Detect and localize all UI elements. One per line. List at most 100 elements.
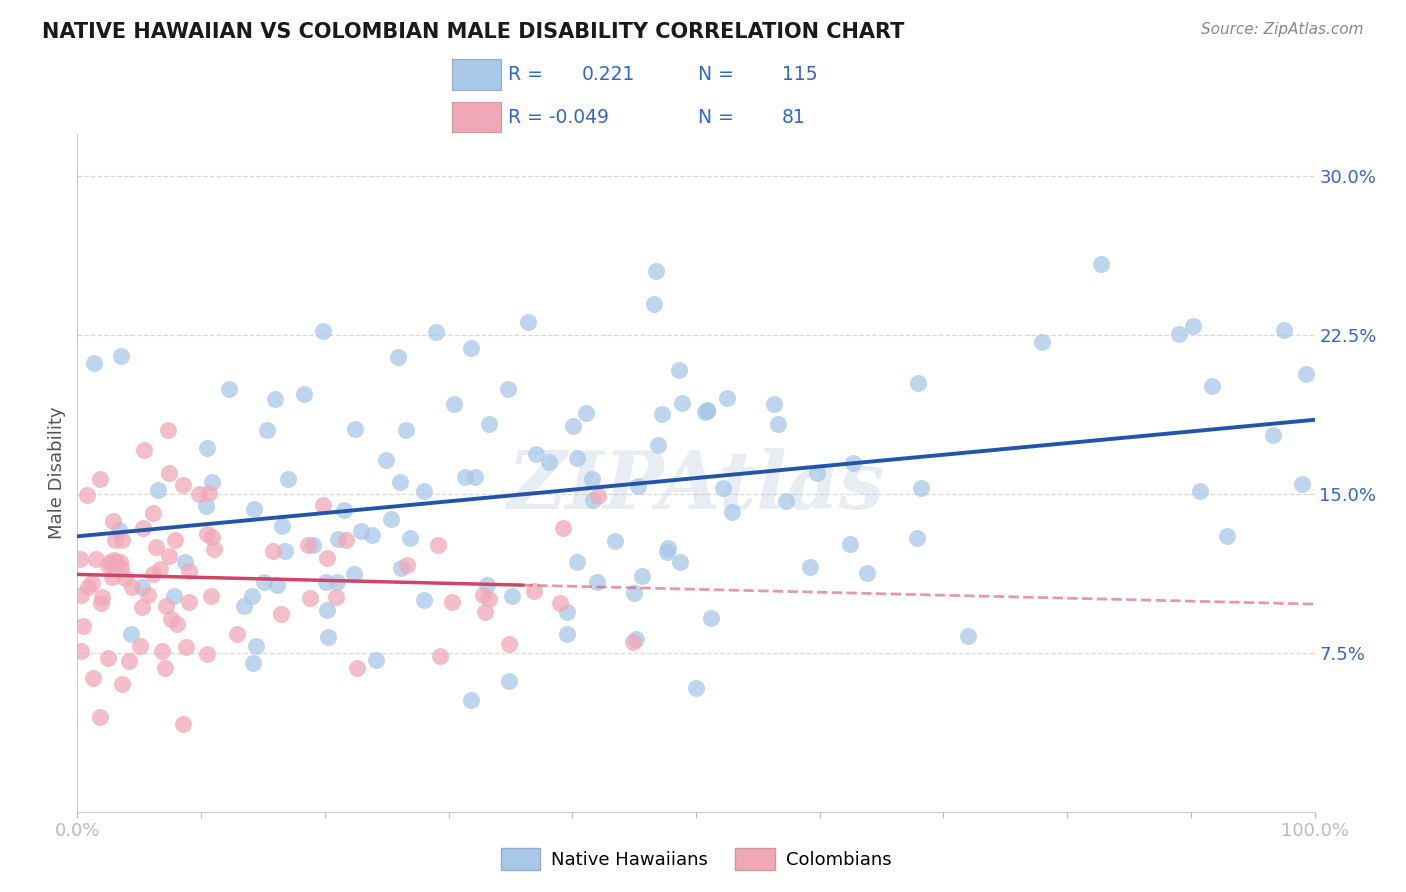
Point: [218, 382, 240, 396]
Point: [195, 647, 218, 661]
Point: [623, 586, 645, 600]
Point: [103, 553, 125, 567]
Point: [346, 661, 368, 675]
Point: [266, 578, 288, 592]
Point: [671, 396, 693, 410]
Point: [412, 483, 434, 498]
Point: [627, 479, 650, 493]
Point: [657, 541, 679, 556]
Point: [326, 532, 349, 546]
Point: [103, 514, 125, 528]
Point: [243, 502, 266, 516]
Point: [443, 397, 465, 411]
Point: [98, 555, 121, 569]
Point: [839, 537, 862, 551]
Point: [157, 549, 180, 563]
Point: [232, 599, 254, 614]
Point: [696, 402, 718, 417]
Point: [128, 639, 150, 653]
Point: [83, 356, 105, 370]
Point: [225, 627, 247, 641]
Point: [561, 419, 583, 434]
Point: [799, 560, 821, 574]
Point: [326, 574, 349, 589]
Legend: Native Hawaiians, Colombians: Native Hawaiians, Colombians: [501, 848, 891, 871]
Point: [166, 617, 188, 632]
Point: [70, 644, 93, 658]
Point: [90, 596, 112, 610]
Point: [523, 583, 546, 598]
Point: [1090, 257, 1112, 271]
Point: [256, 424, 278, 438]
Point: [156, 423, 179, 437]
Y-axis label: Male Disability: Male Disability: [48, 407, 66, 539]
Point: [108, 554, 131, 568]
Point: [333, 503, 356, 517]
Point: [311, 498, 333, 512]
Point: [172, 478, 194, 492]
Point: [97, 558, 120, 572]
Point: [195, 526, 218, 541]
Text: R =: R =: [508, 65, 543, 84]
Point: [271, 518, 294, 533]
Point: [624, 632, 647, 646]
Point: [524, 447, 547, 461]
Point: [685, 681, 707, 695]
Point: [550, 596, 572, 610]
Point: [575, 406, 598, 420]
Point: [395, 558, 418, 572]
Point: [1201, 379, 1223, 393]
Point: [586, 575, 609, 590]
Point: [157, 467, 180, 481]
Point: [110, 561, 132, 575]
Point: [163, 589, 186, 603]
Point: [315, 550, 337, 565]
Point: [472, 588, 495, 602]
Point: [202, 542, 225, 557]
Point: [1216, 528, 1239, 542]
Point: [582, 493, 605, 508]
Point: [262, 543, 284, 558]
Point: [77, 581, 100, 595]
Point: [316, 603, 339, 617]
Point: [360, 528, 382, 542]
Point: [136, 588, 159, 602]
Point: [76, 488, 98, 502]
Point: [118, 654, 141, 668]
Point: [174, 640, 197, 654]
Point: [806, 466, 828, 480]
Point: [1261, 428, 1284, 442]
Point: [768, 417, 790, 431]
Point: [297, 538, 319, 552]
Point: [187, 487, 209, 501]
Point: [651, 407, 673, 421]
Point: [588, 489, 610, 503]
Point: [440, 595, 463, 609]
Point: [398, 531, 420, 545]
Point: [110, 349, 132, 363]
Point: [315, 574, 337, 589]
Point: [91, 591, 114, 605]
Point: [696, 404, 718, 418]
Point: [478, 417, 501, 431]
Point: [120, 627, 142, 641]
Point: [89, 472, 111, 486]
Point: [501, 589, 523, 603]
Point: [242, 656, 264, 670]
Point: [82, 576, 104, 591]
Point: [142, 566, 165, 581]
Point: [146, 483, 169, 497]
Point: [292, 387, 315, 401]
Text: ZIPAtlas: ZIPAtlas: [508, 448, 884, 525]
Point: [201, 530, 224, 544]
Point: [474, 606, 496, 620]
Point: [553, 521, 575, 535]
Point: [631, 569, 654, 583]
Point: [1274, 323, 1296, 337]
Text: Source: ZipAtlas.com: Source: ZipAtlas.com: [1201, 22, 1364, 37]
Point: [429, 648, 451, 663]
Point: [114, 571, 136, 585]
Point: [155, 661, 177, 675]
Point: [197, 486, 219, 500]
Point: [1031, 335, 1053, 350]
